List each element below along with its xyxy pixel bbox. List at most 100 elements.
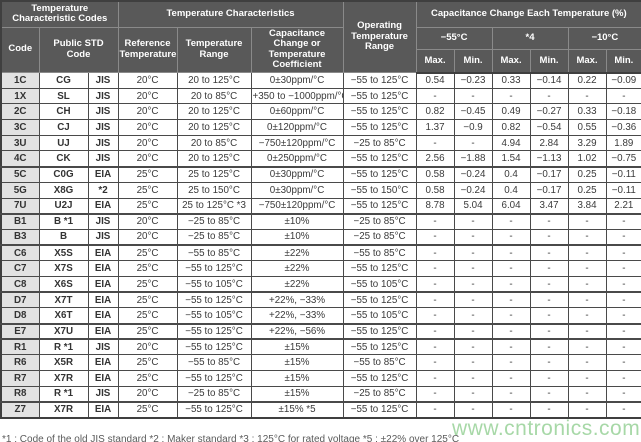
value-cell: 3.29: [567, 134, 607, 152]
code-cell: D7: [0, 291, 40, 309]
std-code-cell: CK: [38, 150, 89, 168]
temp-range-cell: −55 to 85°C: [176, 244, 252, 262]
coeff-cell: 0±30ppm/°C: [250, 166, 344, 183]
std-org-cell: EIA: [87, 370, 119, 387]
table-body: 1C CG JIS 20°C 20 to 125°C 0±30ppm/°C −55 to 1…: [0, 72, 641, 419]
value-cell: -: [415, 260, 455, 277]
value-cell: 2.56: [415, 150, 455, 168]
value-cell: −0.75: [605, 150, 641, 168]
coeff-cell: +350 to −1000ppm/°C: [250, 87, 344, 105]
table-row: R6 X5R EIA 25°C −55 to 85°C ±15% −55 to 85°C - -…: [0, 354, 641, 372]
value-cell: 0.4: [491, 166, 531, 183]
coeff-cell: −750±120ppm/°C: [250, 197, 344, 215]
header-min-1: Min.: [453, 49, 493, 74]
value-cell: -: [415, 385, 455, 403]
temp-range-cell: 20 to 125°C: [176, 119, 252, 136]
op-range-cell: −55 to 125°C: [342, 338, 417, 356]
code-cell: 3C: [0, 119, 40, 136]
coeff-cell: +22%, −33%: [250, 307, 344, 325]
header-temp-star4: *4: [491, 26, 569, 51]
temp-range-cell: −25 to 85°C: [176, 213, 252, 230]
ref-temp-cell: 20°C: [117, 150, 178, 168]
code-cell: 5C: [0, 166, 40, 183]
table-row: C6 X5S EIA 25°C −55 to 85°C ±22% −55 to 85°C - -…: [0, 244, 641, 262]
value-cell: -: [529, 213, 569, 230]
temp-range-cell: −55 to 125°C: [176, 370, 252, 387]
std-code-cell: CG: [38, 72, 89, 89]
value-cell: 1.54: [491, 150, 531, 168]
header-code: Code: [0, 26, 40, 73]
value-cell: -: [453, 385, 493, 403]
op-range-cell: −55 to 125°C: [342, 323, 417, 341]
std-org-cell: EIA: [87, 197, 119, 215]
table-row: 5C C0G EIA 25°C 25 to 125°C 0±30ppm/°C −55 to …: [0, 166, 641, 183]
std-org-cell: *2: [87, 181, 119, 199]
ref-temp-cell: 20°C: [117, 87, 178, 105]
ref-temp-cell: 20°C: [117, 338, 178, 356]
std-org-cell: EIA: [87, 244, 119, 262]
footnote-clipped: *1 : Code of the old JIS standard *2 : M…: [2, 434, 460, 442]
value-cell: 6.04: [491, 197, 531, 215]
value-cell: -: [491, 401, 531, 419]
code-cell: C7: [0, 260, 40, 277]
coeff-cell: ±15%: [250, 338, 344, 356]
ref-temp-cell: 25°C: [117, 260, 178, 277]
temp-range-cell: −55 to 85°C: [176, 354, 252, 372]
ref-temp-cell: 20°C: [117, 385, 178, 403]
value-cell: -: [453, 275, 493, 294]
std-code-cell: X7S: [38, 260, 89, 277]
temp-range-cell: 20 to 85°C: [176, 134, 252, 152]
value-cell: 0.25: [567, 166, 607, 183]
std-code-cell: B *1: [38, 213, 89, 230]
std-code-cell: X7T: [38, 291, 89, 309]
temperature-characteristics-table: Temperature Characteristic Codes Tempera…: [0, 0, 641, 419]
header-min-2: Min.: [529, 49, 569, 74]
code-cell: 1X: [0, 87, 40, 105]
table-row: B1 B *1 JIS 20°C −25 to 85°C ±10% −25 to 85°C -…: [0, 213, 641, 230]
op-range-cell: −55 to 125°C: [342, 260, 417, 277]
ref-temp-cell: 25°C: [117, 181, 178, 199]
value-cell: -: [491, 275, 531, 294]
std-code-cell: X6T: [38, 307, 89, 325]
code-cell: 5G: [0, 181, 40, 199]
std-org-cell: EIA: [87, 275, 119, 294]
value-cell: −0.23: [453, 72, 493, 89]
value-cell: -: [567, 370, 607, 387]
value-cell: -: [567, 244, 607, 262]
value-cell: -: [605, 370, 641, 387]
std-org-cell: JIS: [87, 228, 119, 247]
value-cell: -: [567, 307, 607, 325]
code-cell: 3U: [0, 134, 40, 152]
code-cell: Z7: [0, 401, 40, 419]
std-org-cell: EIA: [87, 166, 119, 183]
table-row: D7 X7T EIA 25°C −55 to 125°C +22%, −33% −55 to…: [0, 291, 641, 309]
std-code-cell: U2J: [38, 197, 89, 215]
header-max-2: Max.: [491, 49, 531, 74]
value-cell: -: [491, 228, 531, 247]
value-cell: -: [415, 338, 455, 356]
value-cell: -: [529, 338, 569, 356]
value-cell: −1.13: [529, 150, 569, 168]
value-cell: 0.58: [415, 166, 455, 183]
value-cell: 8.78: [415, 197, 455, 215]
op-range-cell: −55 to 125°C: [342, 87, 417, 105]
value-cell: 0.33: [567, 103, 607, 121]
std-code-cell: X6S: [38, 275, 89, 294]
code-cell: R6: [0, 354, 40, 372]
value-cell: -: [529, 323, 569, 341]
coeff-cell: +22%, −33%: [250, 291, 344, 309]
coeff-cell: ±10%: [250, 228, 344, 247]
std-code-cell: X8G: [38, 181, 89, 199]
value-cell: −0.45: [453, 103, 493, 121]
coeff-cell: 0±30ppm/°C: [250, 72, 344, 89]
temp-range-cell: 20 to 125°C: [176, 72, 252, 89]
value-cell: -: [415, 244, 455, 262]
value-cell: −0.17: [529, 166, 569, 183]
op-range-cell: −25 to 85°C: [342, 385, 417, 403]
coeff-cell: ±15%: [250, 385, 344, 403]
op-range-cell: −55 to 150°C: [342, 181, 417, 199]
value-cell: -: [567, 260, 607, 277]
std-code-cell: UJ: [38, 134, 89, 152]
value-cell: -: [453, 213, 493, 230]
value-cell: -: [529, 401, 569, 419]
